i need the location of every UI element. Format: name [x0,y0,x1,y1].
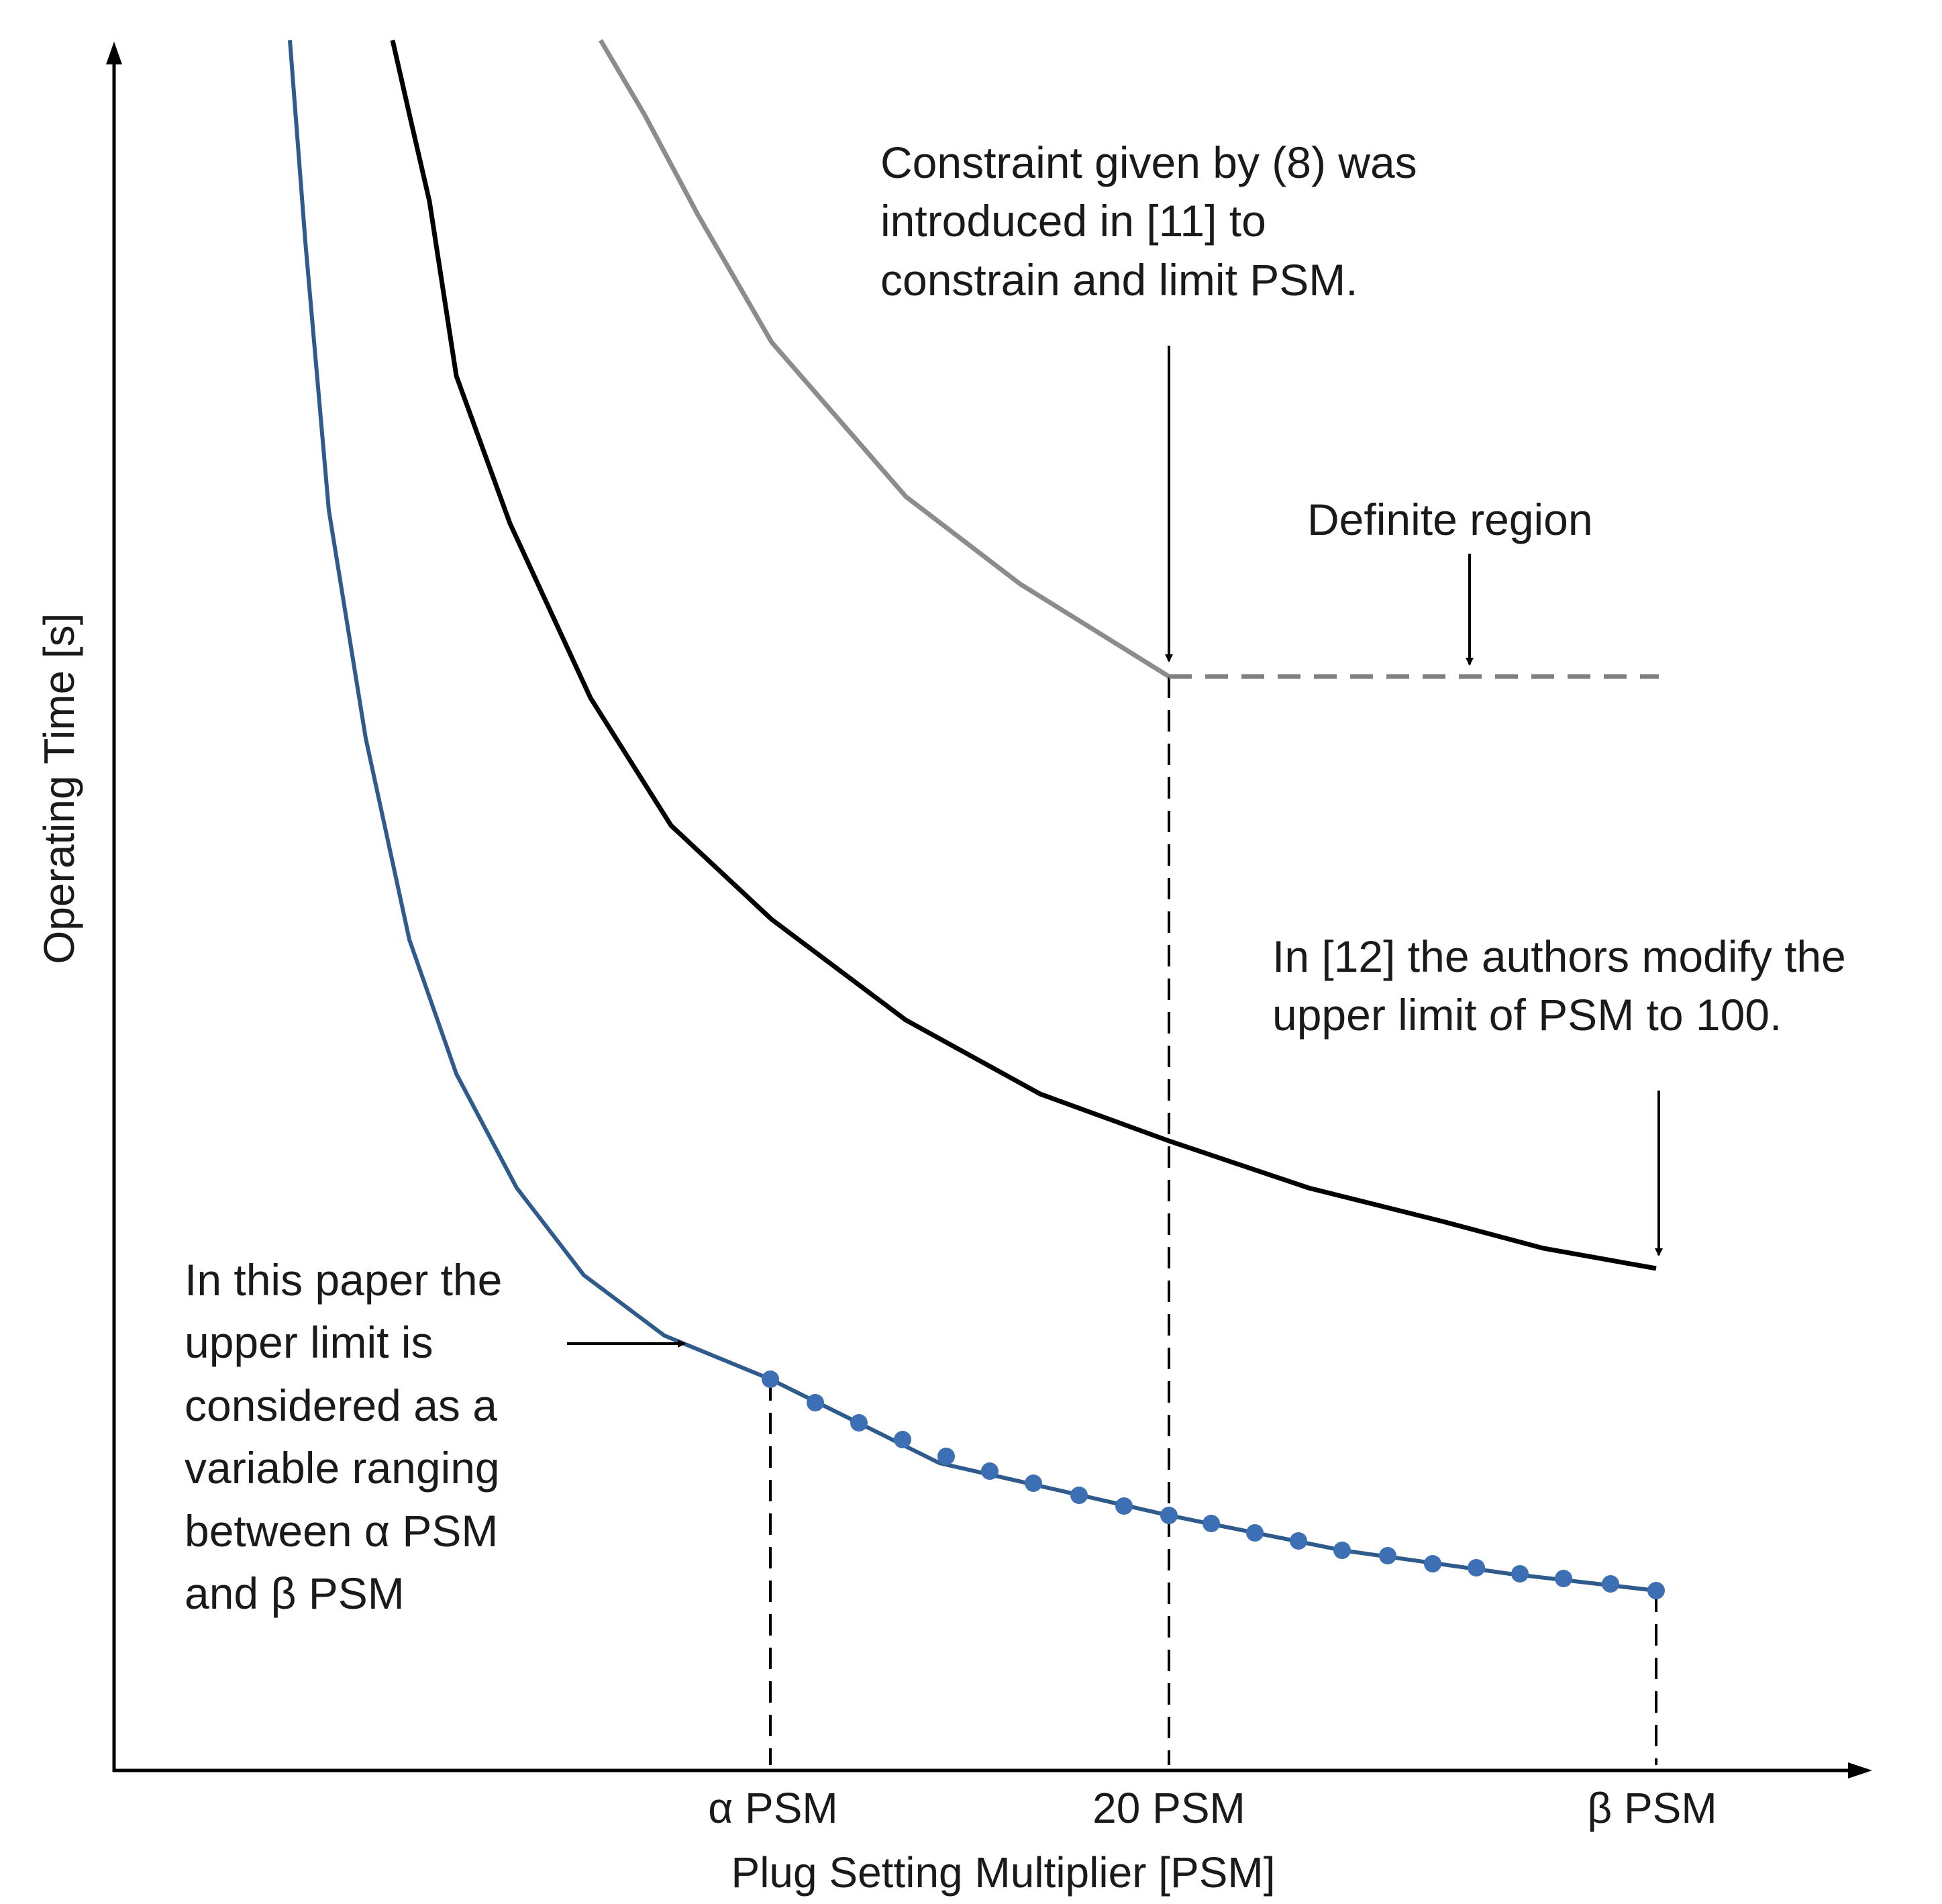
blue-curve-marker [1115,1497,1133,1515]
tick-20-psm: 20 PSM [1092,1784,1245,1832]
blue-curve-marker [1203,1515,1220,1532]
paper-note-line-5: between α PSM [185,1506,498,1556]
tick-beta-psm: β PSM [1587,1784,1717,1832]
blue-curve-marker [1468,1559,1485,1576]
constraint-note-line-3: constrain and limit PSM. [880,255,1358,305]
blue-curve-marker [894,1431,911,1448]
paper-note-line-4: variable ranging [185,1443,500,1493]
blue-curve-marker [1602,1575,1619,1593]
y-axis-arrowhead [106,42,122,64]
definite-region-label: Definite region [1307,495,1593,544]
blue-curve-marker [1424,1555,1441,1572]
blue-curve-markers [762,1370,1665,1599]
blue-curve-marker [1379,1547,1396,1564]
blue-curve-marker [1511,1565,1529,1583]
paper-note-line-1: In this paper the [185,1255,502,1305]
tick-alpha-psm: α PSM [708,1784,837,1832]
constraint-note-line-1: Constraint given by (8) was [880,138,1417,187]
blue-curve-marker [762,1370,779,1388]
paper-note-line-2: upper limit is [185,1317,433,1367]
blue-curve-marker [1555,1570,1572,1587]
x-axis-title: Plug Setting Multiplier [PSM] [731,1848,1276,1897]
x-axis-arrowhead [1848,1762,1872,1778]
blue-curve-marker [850,1414,868,1432]
blue-curve-marker [807,1394,824,1411]
paper-note-line-3: considered as a [185,1381,497,1430]
blue-curve-marker [1160,1507,1178,1524]
paper-note-line-6: and β PSM [185,1568,405,1618]
blue-curve-marker [1290,1532,1307,1550]
ref12-note-line-2: upper limit of PSM to 100. [1272,990,1782,1040]
blue-curve-marker [1333,1542,1351,1559]
constraint-note-line-2: introduced in [11] to [880,196,1266,246]
blue-curve-marker [981,1462,999,1480]
gray-curve [598,39,1170,679]
y-axis-title: Operating Time [s] [35,613,83,964]
blue-curve [288,40,1657,1593]
blue-curve-marker [1025,1474,1042,1492]
vertical-guides [769,677,1657,1765]
ref12-note-line-1: In [12] the authors modify the [1272,932,1846,981]
annotation-arrows [567,346,1663,1348]
axes [106,42,1872,1778]
blue-curve-marker [1070,1487,1088,1504]
blue-curve-marker [1647,1582,1665,1599]
blue-curve-marker [937,1448,955,1465]
blue-curve-marker [1246,1524,1264,1542]
black-curve [390,40,1657,1271]
